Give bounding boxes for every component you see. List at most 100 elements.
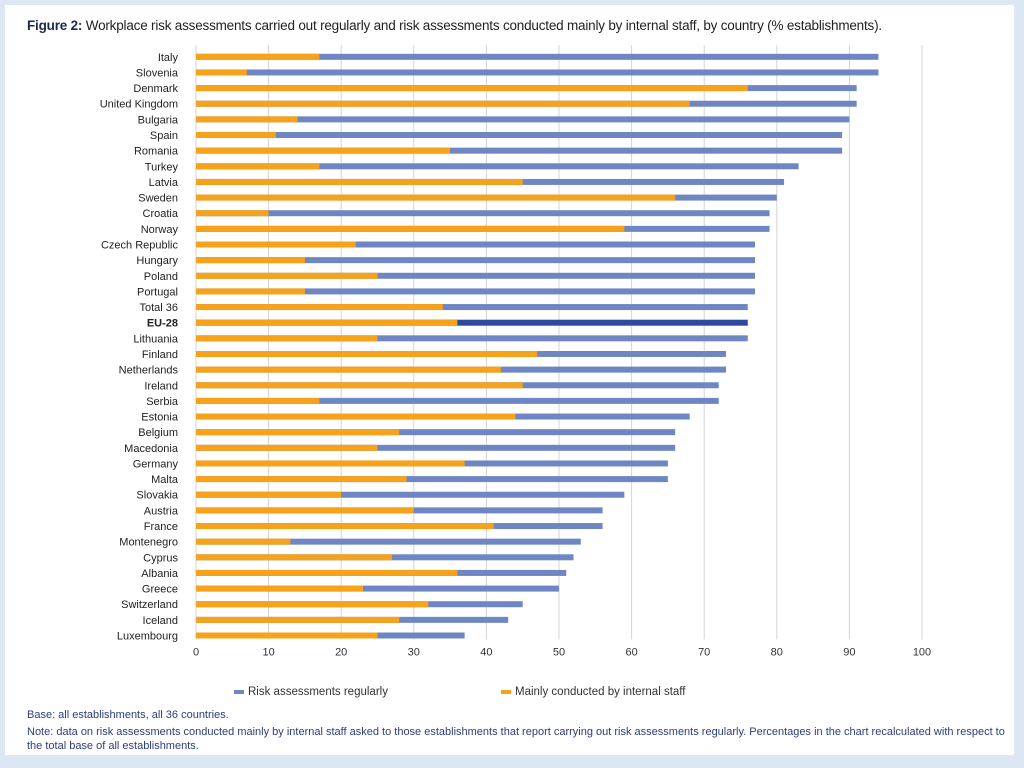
category-label: Serbia: [146, 396, 179, 408]
bar-mainly-internal-staff: [196, 69, 247, 76]
category-label: Austria: [144, 505, 179, 517]
category-label: Cyprus: [143, 552, 178, 564]
category-label: Italy: [158, 52, 179, 64]
x-tick-label: 80: [771, 646, 783, 658]
bar-mainly-internal-staff: [196, 507, 414, 514]
bar-mainly-internal-staff: [196, 554, 393, 561]
x-tick-label: 0: [193, 646, 199, 658]
bar-mainly-internal-staff: [196, 178, 523, 185]
bar-risk-assessments-regularly: [196, 116, 850, 123]
bar-risk-assessments-regularly: [196, 491, 625, 498]
bar-risk-assessments-regularly: [196, 272, 756, 279]
bar-mainly-internal-staff: [196, 382, 523, 389]
base-note: Base: all establishments, all 36 countri…: [27, 709, 229, 721]
bar-risk-assessments-regularly: [196, 429, 676, 436]
bar-risk-assessments-regularly: [196, 147, 843, 154]
category-label: Turkey: [145, 161, 179, 173]
category-label: Norway: [141, 224, 179, 236]
bar-mainly-internal-staff: [196, 288, 305, 295]
category-label: Macedonia: [124, 443, 179, 455]
category-label: Czech Republic: [101, 240, 179, 252]
bar-risk-assessments-regularly: [196, 132, 843, 139]
category-label: Luxembourg: [117, 631, 178, 643]
category-label: Germany: [133, 458, 179, 470]
legend-swatch-internal: [501, 690, 511, 694]
category-label: Latvia: [149, 177, 179, 189]
category-label: Finland: [142, 349, 178, 361]
category-label: Malta: [151, 474, 179, 486]
bar-mainly-internal-staff: [196, 210, 269, 217]
figure-frame: Figure 2: Workplace risk assessments car…: [5, 5, 1014, 755]
x-tick-label: 10: [262, 646, 274, 658]
category-label: Sweden: [138, 193, 178, 205]
x-tick-label: 30: [408, 646, 420, 658]
bar-risk-assessments-regularly: [196, 397, 719, 404]
bar-mainly-internal-staff: [196, 413, 516, 420]
bar-risk-assessments-regularly: [196, 163, 799, 170]
bar-mainly-internal-staff: [196, 429, 400, 436]
chart-legend: Risk assessments regularly Mainly conduc…: [5, 686, 1014, 702]
bar-mainly-internal-staff: [196, 460, 465, 467]
bar-mainly-internal-staff: [196, 241, 356, 248]
category-label: Albania: [141, 568, 179, 580]
bar-mainly-internal-staff: [196, 616, 400, 623]
figure-title-text: Workplace risk assessments carried out r…: [85, 18, 882, 33]
bar-mainly-internal-staff: [196, 257, 305, 264]
legend-swatch-regular: [234, 690, 244, 694]
bar-risk-assessments-regularly: [196, 538, 581, 545]
x-tick-label: 50: [553, 646, 565, 658]
bar-mainly-internal-staff: [196, 194, 676, 201]
category-label: Estonia: [141, 412, 179, 424]
bar-mainly-internal-staff: [196, 538, 291, 545]
category-label: Netherlands: [119, 365, 179, 377]
x-tick-label: 40: [480, 646, 492, 658]
bar-mainly-internal-staff: [196, 444, 378, 451]
methodology-note: Note: data on risk assessments conducted…: [27, 726, 1005, 752]
category-label: United Kingdom: [100, 99, 178, 111]
bar-mainly-internal-staff: [196, 335, 378, 342]
category-label: Belgium: [138, 427, 178, 439]
category-label: Slovenia: [136, 67, 179, 79]
x-tick-label: 100: [913, 646, 931, 658]
category-label: Montenegro: [119, 537, 178, 549]
category-label: Spain: [150, 130, 178, 142]
category-label: Lithuania: [133, 333, 179, 345]
bar-risk-assessments-regularly: [196, 304, 748, 311]
legend-item-regular: Risk assessments regularly: [234, 686, 388, 698]
bar-mainly-internal-staff: [196, 601, 429, 608]
category-label: Greece: [142, 584, 178, 596]
figure-label: Figure 2:: [27, 18, 83, 33]
x-tick-label: 60: [625, 646, 637, 658]
bar-mainly-internal-staff: [196, 569, 458, 576]
category-label: EU-28: [147, 318, 178, 330]
bar-mainly-internal-staff: [196, 523, 494, 530]
bar-risk-assessments-regularly: [196, 288, 756, 295]
category-label: Total 36: [139, 302, 178, 314]
category-label: Bulgaria: [138, 114, 179, 126]
category-label: Hungary: [136, 255, 178, 267]
bar-mainly-internal-staff: [196, 100, 690, 107]
category-label: Poland: [144, 271, 178, 283]
x-tick-label: 70: [698, 646, 710, 658]
bar-mainly-internal-staff: [196, 132, 276, 139]
legend-item-internal: Mainly conducted by internal staff: [501, 686, 685, 698]
legend-label-internal: Mainly conducted by internal staff: [515, 686, 686, 698]
category-label: Slovakia: [136, 490, 178, 502]
bar-mainly-internal-staff: [196, 163, 320, 170]
bar-mainly-internal-staff: [196, 585, 363, 592]
x-tick-label: 20: [335, 646, 347, 658]
bar-chart: 0 10 20 30 40 50 60 70 80 90 100 Italy Slovenia Denma…: [100, 45, 931, 658]
category-label: France: [144, 521, 178, 533]
bar-risk-assessments-regularly: [196, 241, 756, 248]
bar-risk-assessments-regularly: [196, 585, 559, 592]
bar-mainly-internal-staff: [196, 319, 458, 326]
bar-mainly-internal-staff: [196, 225, 625, 232]
bar-mainly-internal-staff: [196, 632, 378, 639]
bar-mainly-internal-staff: [196, 366, 501, 373]
bar-mainly-internal-staff: [196, 476, 407, 483]
category-label: Croatia: [143, 208, 179, 220]
bar-risk-assessments-regularly: [196, 210, 770, 217]
bar-mainly-internal-staff: [196, 85, 748, 92]
bar-mainly-internal-staff: [196, 304, 443, 311]
bar-mainly-internal-staff: [196, 491, 342, 498]
